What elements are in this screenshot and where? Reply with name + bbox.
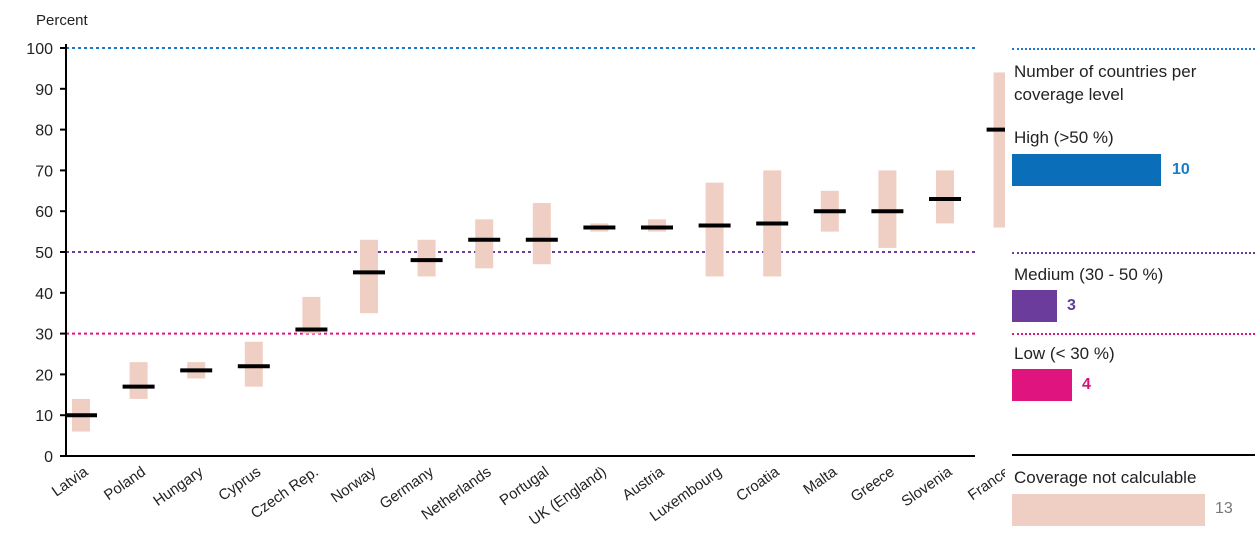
y-tick-label: 40 (35, 286, 53, 303)
legend-label-high: High (>50 %) (1014, 128, 1114, 147)
range-bar (129, 362, 148, 399)
range-bar (532, 203, 551, 265)
range-bar (244, 341, 263, 387)
legend-bar-high (1012, 154, 1161, 186)
y-tick-label: 30 (35, 327, 53, 344)
legend: Number of countries per coverage level H… (1012, 40, 1255, 558)
y-tick-label: 70 (35, 163, 53, 180)
y-tick-label: 100 (26, 41, 53, 58)
coverage-ranges (72, 72, 1005, 432)
legend-bar-medium (1012, 290, 1057, 322)
legend-count-high: 10 (1172, 161, 1190, 178)
y-tick-label: 60 (35, 204, 53, 221)
legend-rule-low (1012, 333, 1255, 335)
range-bar (993, 72, 1005, 228)
legend-count-low: 4 (1082, 376, 1091, 393)
legend-title: Number of countries per coverage level (1014, 62, 1197, 104)
x-tick-label: Greece (848, 463, 898, 505)
legend-bar-low (1012, 369, 1072, 401)
y-tick-label: 50 (35, 245, 53, 262)
x-tick-label: France (965, 463, 1005, 504)
y-tick-label: 0 (44, 449, 53, 466)
y-tick-label: 20 (35, 367, 53, 384)
x-tick-label: Latvia (49, 463, 92, 500)
threshold-lines (66, 47, 975, 335)
x-tick-label: Norway (328, 463, 380, 506)
range-bar (705, 182, 724, 277)
legend-label-not-calculable: Coverage not calculable (1014, 468, 1197, 487)
range-bar (878, 170, 897, 248)
x-tick-label: Croatia (733, 463, 783, 505)
range-bar (936, 170, 954, 224)
x-tick-label: Cyprus (215, 463, 264, 504)
range-bar (360, 239, 378, 314)
legend-rule-not-calculable (1012, 454, 1255, 456)
y-tick-label: 10 (35, 408, 53, 425)
legend-count-not-calculable: 13 (1215, 500, 1233, 517)
x-tick-label: Poland (101, 463, 149, 504)
y-axis-label: Percent (36, 12, 89, 29)
y-axis-ticks: 0 10 20 30 40 50 60 70 80 90 100 (26, 41, 66, 466)
legend-rule-high (1012, 48, 1255, 50)
range-bar (648, 219, 666, 232)
y-tick-label: 90 (35, 82, 53, 99)
range-bar (475, 219, 494, 269)
coverage-markers (65, 127, 1005, 418)
range-bar (302, 296, 321, 334)
x-tick-label: Austria (619, 463, 668, 504)
legend-rule-medium (1012, 252, 1255, 254)
legend-label-low: Low (< 30 %) (1014, 344, 1115, 363)
y-tick-label: 80 (35, 123, 53, 140)
coverage-chart: Percent 0 10 20 30 40 50 60 70 80 90 100 Latvia Pol… (26, 12, 1005, 529)
x-tick-label: Slovenia (898, 463, 955, 510)
legend-count-medium: 3 (1067, 297, 1076, 314)
legend-label-medium: Medium (30 - 50 %) (1014, 265, 1164, 284)
legend-bar-not-calculable (1012, 494, 1205, 526)
x-tick-label: Hungary (150, 463, 207, 510)
range-bar (417, 239, 436, 277)
x-tick-label: Malta (800, 463, 840, 498)
